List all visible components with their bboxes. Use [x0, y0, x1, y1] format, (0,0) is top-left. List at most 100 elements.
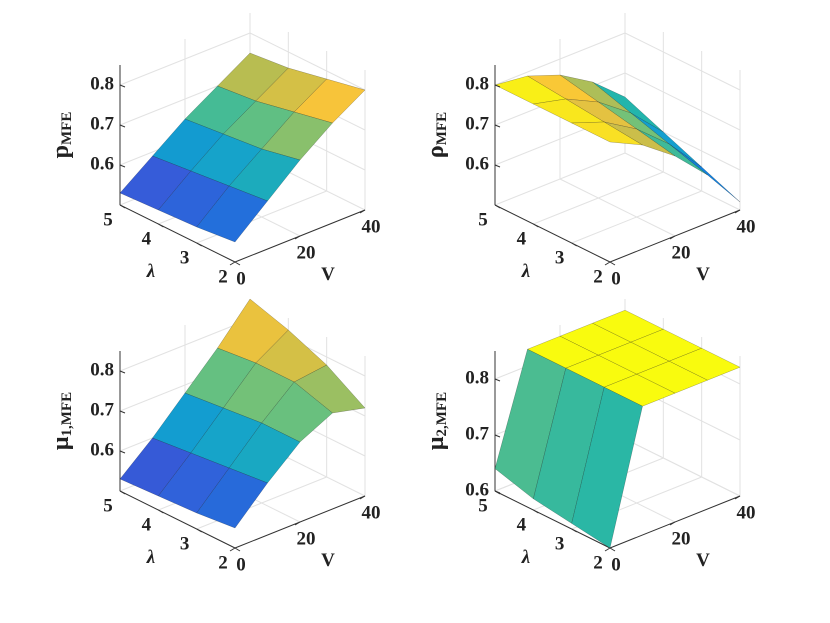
z-tick-label: 0.6: [90, 153, 114, 174]
y-tick-label: 2: [593, 266, 603, 287]
axis-line: [494, 204, 611, 263]
tick-mark: [494, 378, 501, 382]
y-tick-label: 4: [142, 228, 152, 249]
x-axis-label: V: [696, 264, 710, 285]
tick-mark: [294, 521, 301, 526]
y-tick-label: 4: [142, 514, 152, 535]
z-tick-label: 0.6: [465, 479, 489, 500]
surface-patch: [196, 185, 268, 243]
tick-mark: [234, 261, 241, 266]
z-tick-label: 0.8: [465, 73, 489, 94]
y-tick-label: 3: [180, 247, 190, 268]
tick-mark: [119, 124, 126, 128]
subplot: 0 20 40 2 3 4 5 0.6 0.7 0.8 Vλ μ1,MFE: [48, 298, 381, 575]
grid-line: [571, 190, 702, 244]
tick-mark: [571, 242, 577, 247]
tick-mark: [533, 223, 539, 228]
tick-mark: [604, 547, 611, 552]
tick-mark: [119, 490, 126, 495]
surface-patch: [669, 143, 741, 203]
x-tick-label: 40: [737, 502, 756, 523]
x-tick-label: 20: [297, 242, 316, 263]
z-tick-label: 0.6: [465, 153, 489, 174]
z-label-sub: MFE: [59, 112, 75, 145]
subplot: 0 20 40 2 3 4 50.6 0.7 0.8 Vλ μ2,MFE: [423, 299, 756, 575]
z-tick-label: 0.7: [90, 113, 114, 134]
tick-mark: [494, 204, 501, 209]
tick-mark: [196, 242, 202, 247]
tick-mark: [158, 509, 164, 514]
y-tick-label: 4: [517, 514, 527, 535]
tick-mark: [533, 509, 539, 514]
subplot: 0 20 40 2 3 4 5 0.6 0.7 0.8 Vλ pMFE: [48, 13, 381, 289]
surface-patch: [190, 133, 263, 187]
tick-mark: [196, 528, 202, 533]
grid-line: [624, 72, 741, 131]
x-tick-label: 20: [297, 528, 316, 549]
x-tick-label: 40: [362, 502, 381, 523]
axis-line: [494, 490, 611, 549]
surface-patch: [526, 74, 600, 103]
tick-mark: [609, 547, 616, 552]
y-tick-label: 3: [555, 533, 565, 554]
z-tick-label: 0.7: [465, 423, 489, 444]
x-tick-label: 0: [611, 554, 621, 575]
z-label-sub: 2,MFE: [434, 392, 450, 437]
z-tick-label: 0.8: [465, 367, 489, 388]
y-tick-label: 5: [103, 209, 113, 230]
tick-mark: [234, 547, 241, 552]
x-axis-label: V: [321, 264, 335, 285]
x-tick-label: 40: [737, 216, 756, 237]
tick-mark: [609, 261, 616, 266]
tick-mark: [119, 84, 126, 88]
x-tick-label: 20: [672, 528, 691, 549]
tick-mark: [604, 261, 611, 266]
tick-mark: [119, 204, 126, 209]
subplot: 0 20 40 2 3 4 5 0.6 0.7 0.8 Vλ ρMFE: [423, 13, 756, 289]
tick-mark: [119, 450, 126, 454]
z-tick-label: 0.7: [465, 113, 489, 134]
tick-mark: [229, 261, 236, 266]
tick-mark: [119, 410, 126, 414]
tick-mark: [229, 547, 236, 552]
tick-mark: [494, 490, 501, 494]
z-tick-label: 0.8: [90, 73, 114, 94]
tick-mark: [669, 235, 676, 240]
grid-line: [624, 32, 741, 91]
grid-line: [624, 438, 741, 497]
y-tick-label: 3: [555, 247, 565, 268]
z-label-sub: 1,MFE: [59, 392, 75, 437]
surface-patch: [571, 121, 643, 146]
x-tick-label: 20: [672, 242, 691, 263]
y-axis-label: λ: [146, 547, 155, 568]
z-label-main: μ: [48, 436, 74, 450]
tick-mark: [359, 495, 366, 500]
z-label-main: p: [48, 145, 74, 158]
grid-line: [494, 152, 626, 206]
y-tick-label: 2: [218, 552, 228, 573]
z-axis-label: μ2,MFE: [423, 392, 451, 450]
tick-mark: [294, 235, 301, 240]
tick-mark: [158, 223, 164, 228]
tick-mark: [494, 84, 501, 88]
z-tick-label: 0.6: [90, 439, 114, 460]
z-tick-label: 0.7: [90, 399, 114, 420]
x-tick-label: 40: [362, 216, 381, 237]
grid-line: [249, 32, 366, 91]
y-tick-label: 4: [517, 228, 527, 249]
axis-line: [119, 204, 236, 263]
tick-mark: [571, 528, 577, 533]
y-axis-label: λ: [521, 261, 530, 282]
y-axis-label: λ: [146, 261, 155, 282]
surface-patch: [196, 467, 268, 529]
x-tick-label: 0: [236, 268, 246, 289]
grid-line: [624, 152, 741, 211]
x-axis-label: V: [321, 550, 335, 571]
tick-mark: [359, 209, 366, 214]
z-axis-label: pMFE: [48, 112, 76, 159]
z-label-main: μ: [423, 436, 449, 450]
z-axis-label: ρMFE: [423, 112, 451, 158]
y-tick-label: 5: [478, 495, 488, 516]
surface-patch: [571, 386, 643, 549]
